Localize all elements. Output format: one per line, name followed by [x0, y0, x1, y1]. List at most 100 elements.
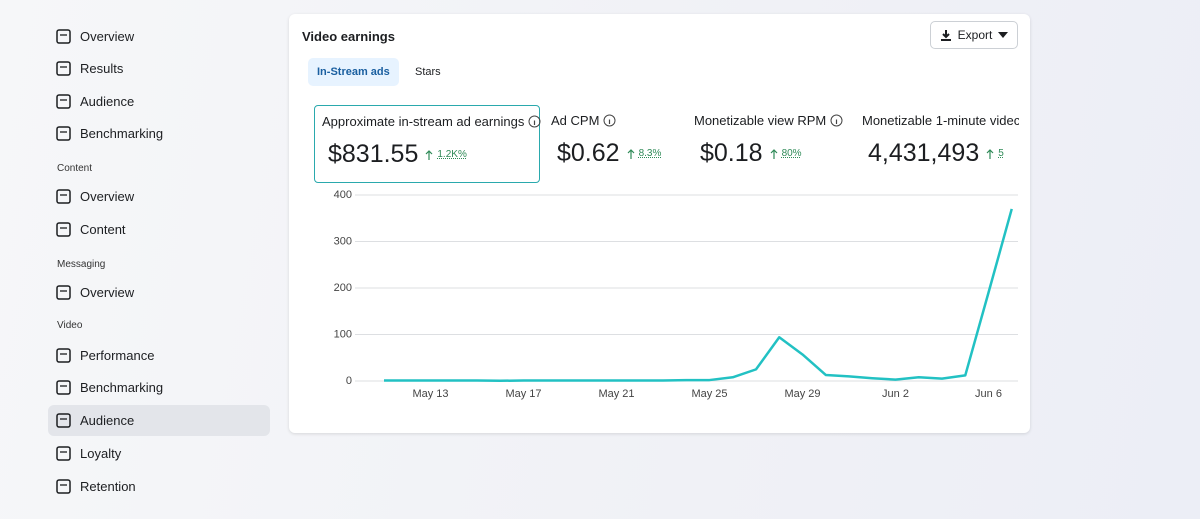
x-tick-label: May 25	[691, 388, 727, 400]
metric-change: 80%	[781, 148, 802, 159]
nav-icon	[56, 189, 71, 204]
y-tick-label: 200	[334, 282, 352, 294]
nav-item[interactable]: Overview	[48, 277, 270, 308]
nav-label: Retention	[80, 479, 136, 494]
nav-icon	[56, 348, 71, 363]
metric[interactable]: Approximate in-stream ad earnings $831.55…	[314, 105, 541, 183]
icon-shape	[56, 446, 71, 461]
icon-shape	[56, 61, 71, 76]
nav-label: Benchmarking	[80, 126, 164, 141]
metric-label: Monetizable view RPM	[694, 113, 827, 128]
info-icon	[528, 115, 541, 128]
nav-item[interactable]: Retention	[48, 471, 270, 502]
nav-icon	[56, 413, 71, 428]
metric-value: $0.18	[700, 139, 763, 167]
x-tick-label: May 13	[412, 388, 448, 400]
icon-shape	[627, 148, 634, 159]
icon-shape	[830, 114, 843, 127]
icon-shape	[56, 413, 71, 428]
nav-icon	[56, 479, 71, 494]
nav-icon	[56, 446, 71, 461]
nav-label: Overview	[80, 285, 135, 300]
nav-icon	[56, 94, 71, 109]
icon-shape	[425, 149, 433, 160]
tab[interactable]: Stars	[415, 66, 441, 78]
nav-label: Audience	[80, 94, 135, 109]
section-heading: Content	[57, 163, 93, 174]
nav-icon	[56, 222, 71, 237]
x-tick-label: May 21	[598, 388, 634, 400]
metric[interactable]: Monetizable 1-minute videc 4,431,493 5	[862, 105, 1019, 181]
metric-label-row: Approximate in-stream ad earnings	[322, 114, 541, 129]
caret-icon	[998, 32, 1009, 38]
icon-shape	[56, 94, 71, 109]
metrics-row: Approximate in-stream ad earnings $831.55…	[314, 105, 1019, 183]
icon-shape	[770, 148, 777, 159]
metric-change: 5	[998, 148, 1004, 159]
icon-shape	[603, 114, 616, 127]
icon-shape	[986, 148, 994, 159]
nav-label: Overview	[80, 29, 135, 44]
x-tick-label: May 29	[784, 388, 820, 400]
nav-item[interactable]: Audience	[48, 405, 270, 436]
nav-item[interactable]: Overview	[48, 181, 270, 212]
up-arrow	[770, 148, 777, 159]
nav-label: Loyalty	[80, 446, 122, 461]
nav-item[interactable]: Overview	[48, 21, 270, 52]
nav-item[interactable]: Benchmarking	[48, 372, 270, 403]
metric[interactable]: Ad CPM $0.62 8.3%	[551, 105, 681, 181]
metric-value: 4,431,493	[868, 139, 980, 167]
icon-shape	[56, 380, 71, 395]
info-icon	[603, 114, 616, 127]
nav-label: Overview	[80, 189, 135, 204]
icon-shape	[56, 126, 71, 141]
download-icon	[940, 29, 951, 41]
x-tick-label: May 17	[505, 388, 541, 400]
metric-value-row: $831.55 1.2K%	[328, 140, 467, 169]
y-tick-label: 0	[346, 375, 352, 387]
export-label: Export	[957, 28, 993, 42]
nav-item[interactable]: Performance	[48, 340, 270, 371]
nav-icon	[56, 29, 71, 44]
tab[interactable]: In-Stream ads	[308, 58, 399, 86]
nav-item[interactable]: Loyalty	[48, 438, 270, 469]
card-title: Video earnings	[302, 29, 395, 44]
up-arrow	[627, 148, 634, 159]
metric-label-row: Monetizable 1-minute videc	[862, 113, 1019, 128]
metric-label: Ad CPM	[551, 113, 600, 128]
icon-shape	[56, 285, 71, 300]
info-icon	[830, 114, 843, 127]
nav-icon	[56, 61, 71, 76]
icon-shape	[56, 222, 71, 237]
export-button[interactable]: Export	[930, 21, 1018, 49]
x-tick-label: Jun 6	[975, 388, 1002, 400]
y-tick-label: 100	[334, 328, 352, 340]
nav-item[interactable]: Content	[48, 214, 270, 245]
x-tick-label: Jun 2	[882, 388, 909, 400]
nav-label: Results	[80, 61, 124, 76]
nav-icon	[56, 285, 71, 300]
nav-label: Audience	[80, 413, 135, 428]
metric-value: $0.62	[557, 139, 620, 167]
metric-label-row: Ad CPM	[551, 113, 616, 128]
metric-change: 1.2K%	[437, 149, 467, 160]
chart: 0 100 200 300 400 May 13 May 17 May 21 May 25 May…	[334, 189, 1018, 400]
nav-icon	[56, 380, 71, 395]
nav-item[interactable]: Results	[48, 53, 270, 84]
up-arrow	[425, 149, 433, 160]
icon-shape	[56, 479, 71, 494]
up-arrow	[986, 148, 994, 159]
metric-change: 8.3%	[638, 148, 662, 159]
metric-value-row: $0.18 80%	[700, 139, 802, 168]
metric-value-row: 4,431,493 5	[868, 139, 1004, 168]
metric-value: $831.55	[328, 140, 419, 168]
nav-label: Benchmarking	[80, 380, 164, 395]
section-heading: Video	[57, 320, 83, 331]
nav-item[interactable]: Audience	[48, 86, 270, 117]
nav-icon	[56, 126, 71, 141]
section-heading: Messaging	[57, 259, 106, 270]
metric-label: Monetizable 1-minute videc	[862, 113, 1019, 128]
icon-shape	[56, 348, 71, 363]
metric[interactable]: Monetizable view RPM $0.18 80%	[694, 105, 844, 181]
nav-item[interactable]: Benchmarking	[48, 118, 270, 149]
